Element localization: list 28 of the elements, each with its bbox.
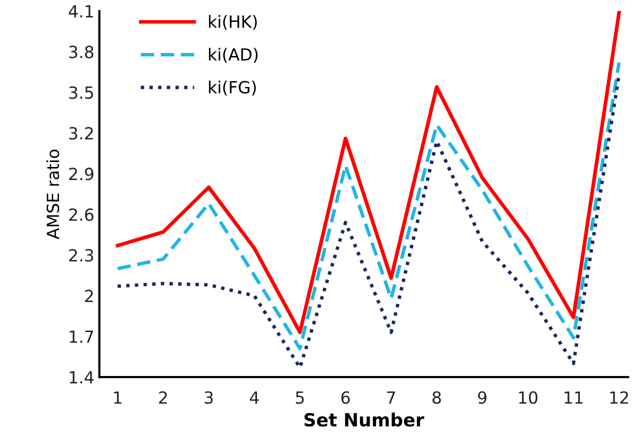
y-tick-label: 2.3 [69, 249, 94, 262]
x-tick-label: 7 [387, 391, 395, 404]
x-tick-label: 3 [204, 391, 213, 404]
y-tick-label: 2 [85, 290, 93, 302]
x-tick-label: 12 [610, 391, 628, 404]
legend-label: ki(HK) [208, 15, 257, 30]
x-tick-label: 5 [296, 391, 304, 404]
x-tick-label: 11 [564, 391, 583, 404]
y-axis-title: AMSE ratio [46, 150, 60, 240]
legend-label: ki(FG) [208, 80, 256, 96]
line-series [116, 11, 621, 334]
y-tick-label: 2.6 [69, 208, 94, 221]
x-tick-label: 1 [114, 391, 122, 404]
x-tick-label: 8 [432, 391, 441, 404]
x-tick-label: 9 [478, 391, 486, 404]
y-tick-label: 1.4 [70, 371, 94, 384]
y-tick-label: 4.1 [68, 5, 93, 18]
y-tick-label: 3.5 [69, 86, 94, 99]
y-tick-label: 2.9 [69, 168, 94, 180]
y-tick-label: 3.8 [69, 46, 94, 58]
x-tick-label: 4 [250, 391, 259, 404]
x-tick-label: 2 [159, 391, 167, 404]
y-tick-label: 3.2 [69, 126, 93, 140]
x-axis-title: Set Number [304, 412, 424, 427]
x-tick-label: 6 [341, 391, 350, 404]
x-tick-label: 10 [519, 391, 538, 404]
y-tick-label: 1.7 [70, 330, 94, 343]
legend-label: ki(AD) [208, 48, 258, 63]
